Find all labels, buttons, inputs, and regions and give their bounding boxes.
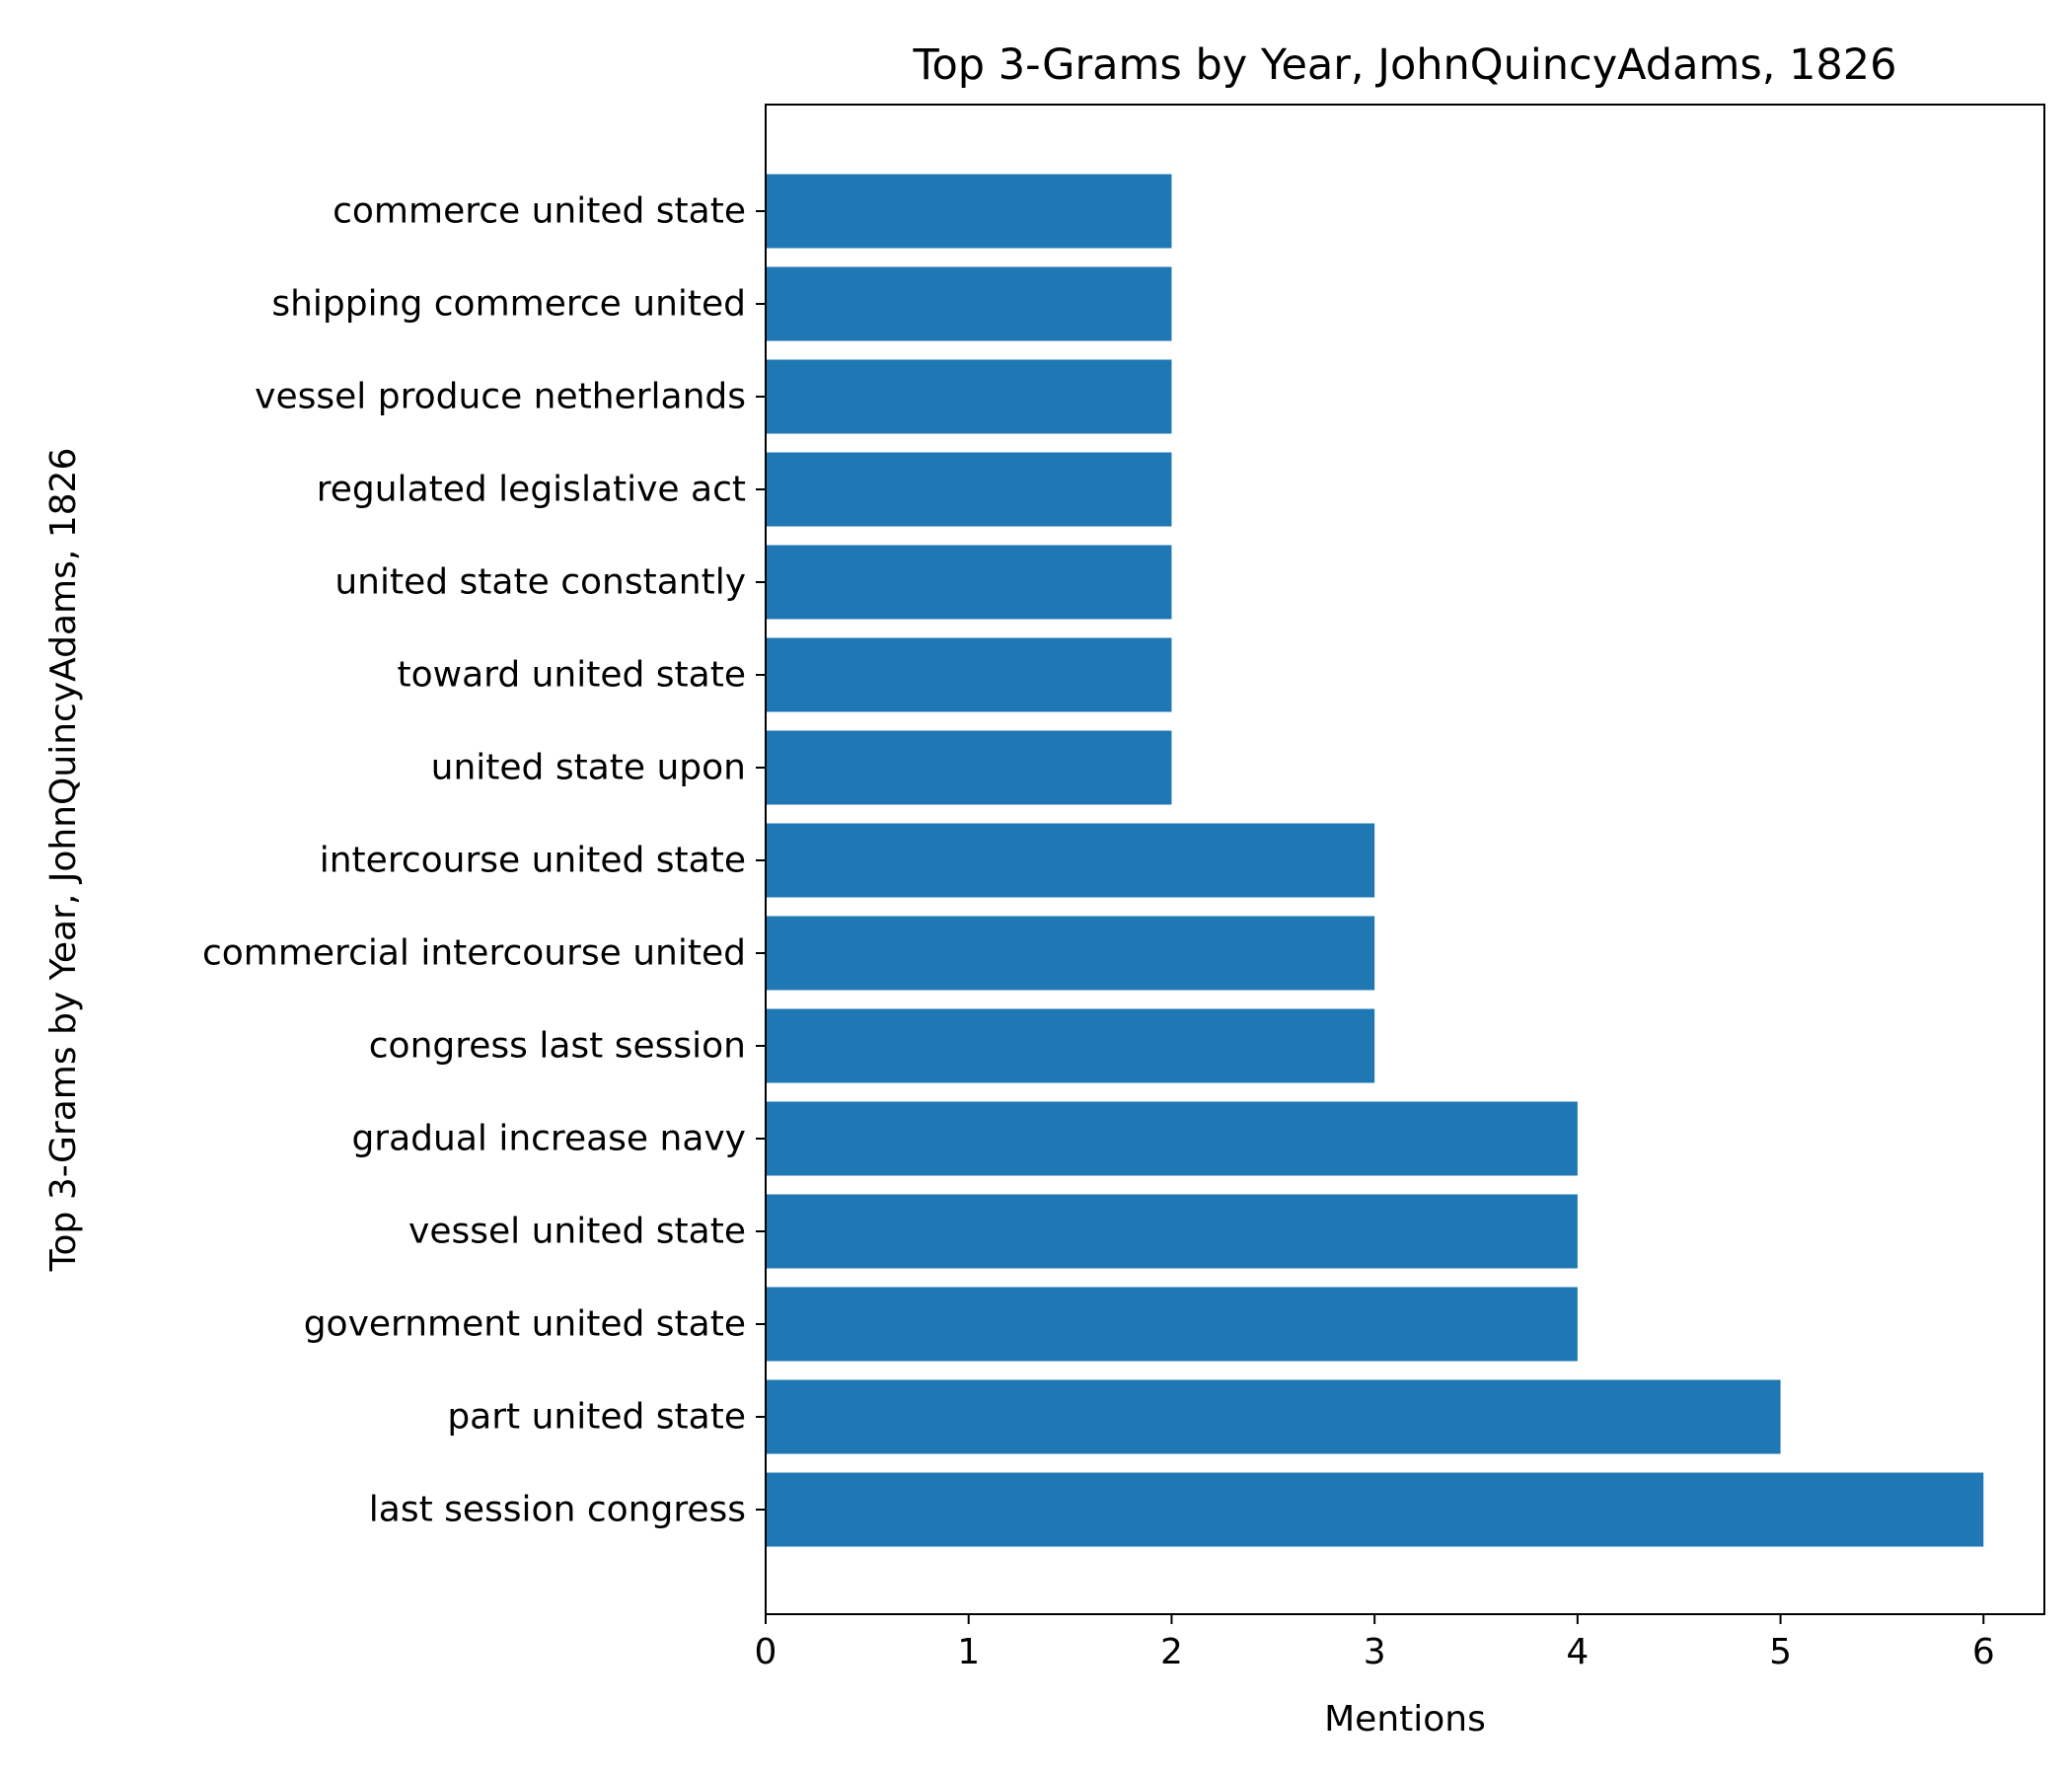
- chart-title: Top 3-Grams by Year, JohnQuincyAdams, 18…: [912, 40, 1896, 90]
- x-tick-label: 0: [755, 1632, 777, 1672]
- y-tick-label: part united state: [447, 1397, 746, 1438]
- y-tick-label: commercial intercourse united: [202, 933, 746, 974]
- bar: [766, 1101, 1578, 1176]
- bar: [766, 359, 1172, 434]
- bar: [766, 637, 1172, 712]
- x-axis-label: Mentions: [1324, 1699, 1486, 1739]
- y-axis-ticks: last session congress part united state go…: [202, 191, 766, 1530]
- y-tick-label: shipping commerce united: [271, 284, 746, 325]
- y-tick-label: last session congress: [369, 1490, 746, 1530]
- x-tick-label: 3: [1364, 1632, 1386, 1672]
- plot-frame: [765, 104, 2045, 1615]
- y-tick-label: government united state: [304, 1304, 746, 1345]
- bar: [766, 266, 1172, 341]
- bar: [766, 1194, 1578, 1269]
- y-tick-label: congress last session: [369, 1026, 746, 1067]
- y-axis-label: Top 3-Grams by Year, JohnQuincyAdams, 18…: [43, 448, 84, 1273]
- bars-group: [766, 174, 1984, 1547]
- y-tick-label: intercourse united state: [320, 841, 746, 881]
- y-tick-label: gradual increase navy: [351, 1119, 746, 1159]
- y-tick-label: regulated legislative act: [317, 470, 746, 510]
- x-tick-label: 6: [1972, 1632, 1995, 1672]
- bar: [766, 1472, 1984, 1547]
- bar: [766, 545, 1172, 620]
- bar: [766, 1008, 1375, 1083]
- x-tick-label: 4: [1566, 1632, 1589, 1672]
- y-tick-label: toward united state: [398, 655, 747, 696]
- x-tick-label: 5: [1769, 1632, 1792, 1672]
- bar: [766, 452, 1172, 527]
- bar: [766, 730, 1172, 805]
- bar: [766, 823, 1375, 898]
- x-tick-label: 2: [1160, 1632, 1183, 1672]
- y-tick-label: vessel produce netherlands: [255, 377, 746, 417]
- y-tick-label: vessel united state: [408, 1212, 746, 1252]
- bar: [766, 174, 1172, 249]
- x-tick-label: 1: [957, 1632, 980, 1672]
- bar: [766, 1287, 1578, 1362]
- x-axis-ticks: 0 1 2 3 4 5 6: [755, 1614, 1995, 1672]
- y-tick-label: united state constantly: [334, 562, 746, 603]
- y-tick-label: commerce united state: [333, 191, 746, 232]
- y-tick-label: united state upon: [431, 748, 746, 788]
- bar: [766, 1379, 1781, 1454]
- bar: [766, 916, 1375, 991]
